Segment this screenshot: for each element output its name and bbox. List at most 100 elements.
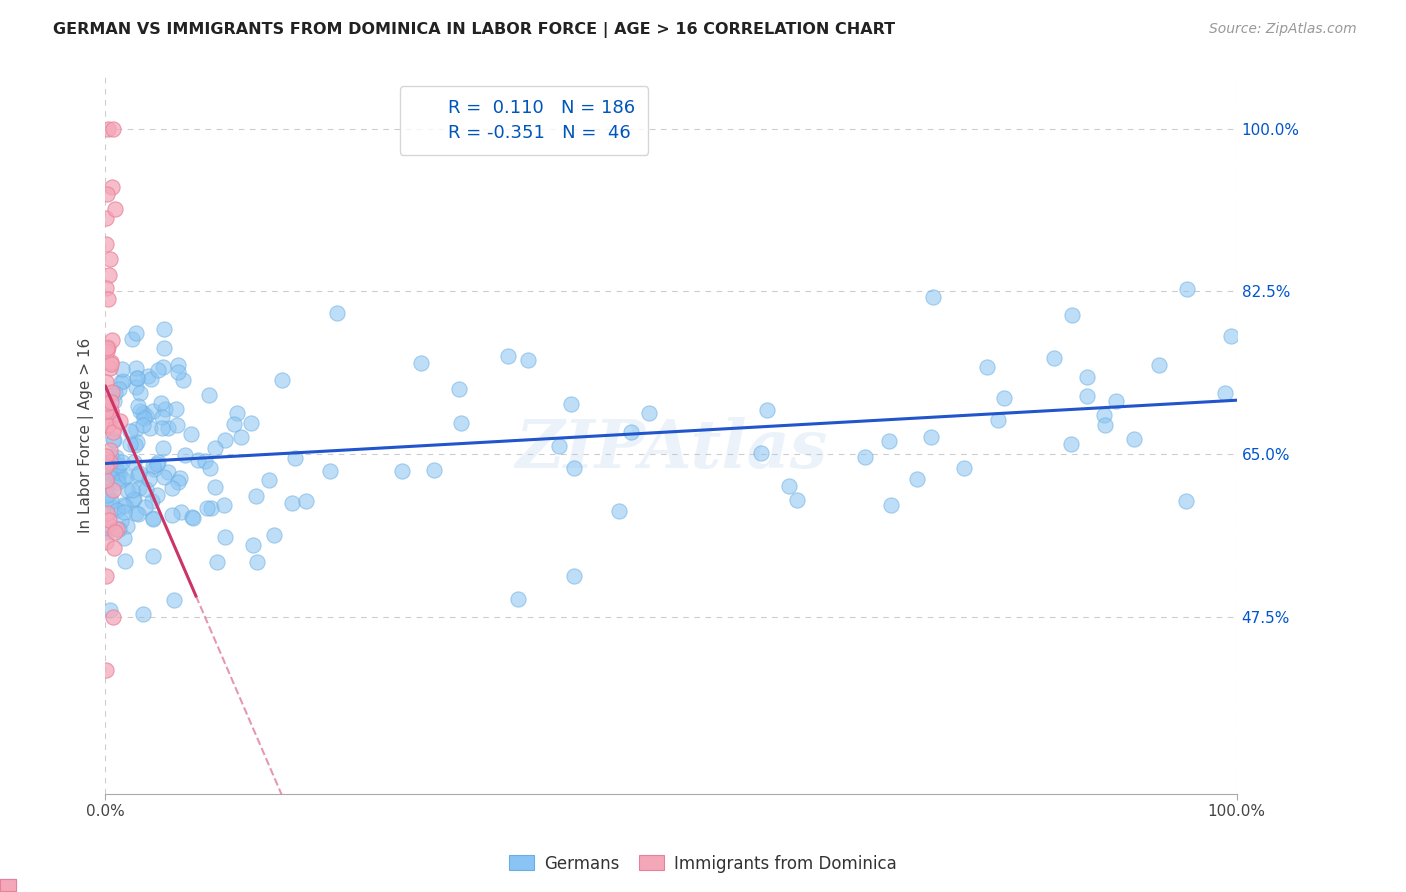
Point (952, 460, 974, 475)
Point (125, 421, 148, 435)
Point (756, 403, 779, 417)
Point (101, 609, 124, 624)
Point (139, 421, 162, 435)
Point (100, 404, 122, 418)
Point (167, 358, 190, 372)
Point (125, 371, 148, 385)
Point (181, 511, 204, 525)
Point (94, 473, 117, 487)
Point (98, 487, 121, 501)
Point (547, 439, 569, 453)
Y-axis label: In Labor Force | Age > 16: In Labor Force | Age > 16 (79, 338, 94, 533)
Point (226, 406, 249, 420)
Point (152, 442, 174, 456)
Point (127, 371, 149, 385)
Point (132, 407, 155, 421)
Point (94, 375, 117, 389)
Point (100, 394, 122, 409)
Point (96, 535, 118, 549)
Point (150, 396, 173, 410)
Point (114, 553, 136, 567)
Point (96, 506, 118, 520)
Point (108, 413, 131, 427)
Point (905, 473, 928, 487)
Point (205, 555, 228, 569)
Point (638, 406, 661, 420)
Point (562, 461, 585, 475)
Point (132, 410, 155, 425)
Point (200, 500, 222, 515)
Point (166, 417, 188, 432)
Point (128, 385, 150, 400)
Point (1043, 351, 1066, 365)
Point (100, 449, 122, 463)
Point (295, 494, 318, 508)
Text: Source: ZipAtlas.com: Source: ZipAtlas.com (1209, 22, 1357, 37)
Point (98, 463, 121, 477)
Point (450, 416, 472, 430)
Point (1122, 432, 1144, 446)
Point (391, 464, 413, 478)
Point (125, 506, 148, 520)
Point (96, 344, 118, 359)
Point (94, 458, 117, 473)
Point (96, 522, 118, 536)
Point (101, 385, 124, 400)
Point (1175, 283, 1198, 297)
Point (107, 522, 129, 536)
Point (778, 479, 800, 493)
Point (115, 483, 138, 497)
Point (101, 425, 124, 439)
Point (103, 465, 125, 479)
Point (96, 488, 118, 502)
Point (1220, 328, 1243, 343)
Point (150, 421, 173, 435)
Point (111, 361, 134, 376)
Point (112, 531, 135, 545)
Point (449, 382, 471, 396)
Point (607, 504, 630, 518)
Point (96, 525, 118, 540)
Point (125, 434, 148, 449)
Point (108, 466, 131, 480)
Point (142, 512, 165, 526)
Point (100, 354, 122, 368)
Point (127, 507, 149, 521)
Point (146, 455, 169, 469)
Point (152, 322, 174, 336)
Point (141, 494, 163, 508)
Point (976, 360, 998, 375)
Point (118, 424, 141, 438)
Point (212, 498, 235, 512)
Point (118, 436, 141, 450)
Point (1149, 358, 1171, 372)
Point (1174, 494, 1197, 508)
Point (281, 496, 304, 510)
Point (96, 211, 118, 225)
Point (125, 326, 148, 341)
Point (141, 458, 163, 473)
Point (1094, 418, 1116, 433)
Point (135, 482, 157, 496)
Point (853, 450, 876, 464)
Point (117, 518, 139, 533)
Point (1076, 370, 1098, 384)
Point (1105, 394, 1128, 409)
Point (204, 441, 226, 455)
Point (156, 465, 179, 479)
Point (181, 510, 204, 524)
Point (142, 549, 165, 563)
Point (172, 373, 194, 387)
Point (97, 292, 120, 306)
Point (97, 121, 120, 136)
Point (104, 385, 127, 400)
Point (153, 469, 176, 483)
Point (100, 357, 122, 371)
Point (242, 538, 264, 552)
Point (127, 399, 149, 413)
Point (319, 464, 342, 478)
Text: ZIPAtlas: ZIPAtlas (515, 417, 827, 483)
Point (128, 404, 150, 418)
Point (101, 333, 124, 347)
Point (100, 494, 122, 508)
